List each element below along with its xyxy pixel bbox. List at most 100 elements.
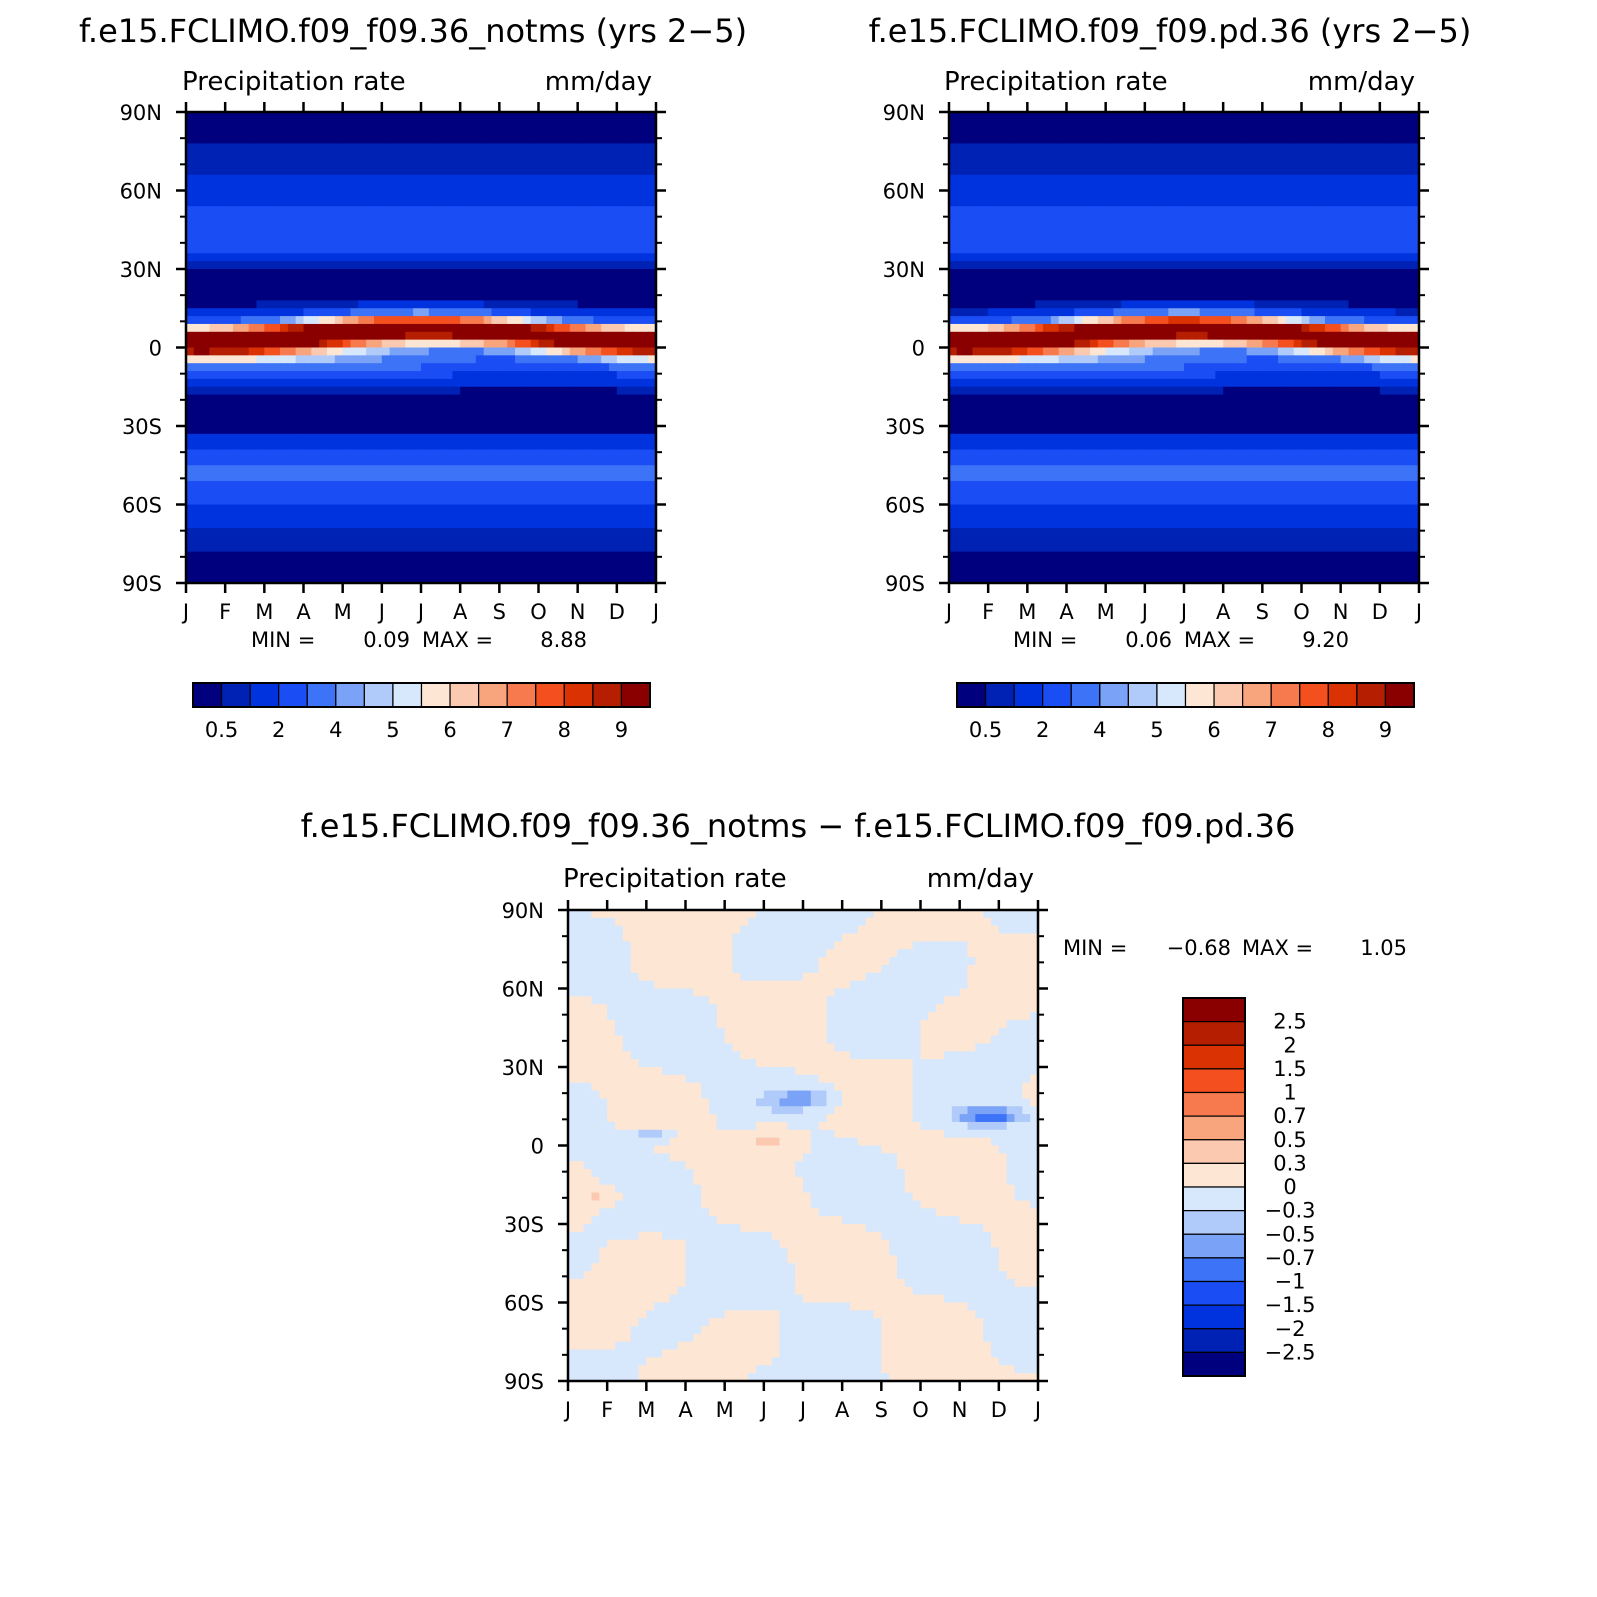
colorbar-swatch: [363, 682, 394, 708]
colorbar-label: 9: [1379, 718, 1392, 742]
colorbar-label: 2: [1036, 718, 1049, 742]
colorbar-label: 9: [615, 718, 628, 742]
panel-notms: f.e15.FCLIMO.f09_f09.36_notms (yrs 2−5) …: [79, 12, 747, 742]
y-tick-label: 60S: [504, 1292, 544, 1316]
colorbar-label: 0.5: [1273, 1128, 1306, 1152]
x-tick-label: F: [982, 600, 994, 624]
colorbar-label: −2.5: [1265, 1340, 1316, 1364]
y-tick-label: 90S: [885, 572, 925, 596]
x-tick-label: A: [835, 1398, 850, 1422]
x-tick-label: J: [944, 600, 952, 624]
max-value: 8.88: [540, 628, 587, 652]
x-tick-label: J: [798, 1398, 806, 1422]
y-tick-label: 90N: [502, 899, 544, 923]
x-tick-label: M: [637, 1398, 655, 1422]
colorbar-swatch: [1182, 997, 1246, 1023]
x-tick-label: F: [601, 1398, 613, 1422]
y-tick-label: 60N: [502, 978, 544, 1002]
colorbar-label: −0.3: [1265, 1199, 1316, 1223]
colorbar-swatch: [278, 682, 308, 708]
y-tick-label: 90N: [883, 101, 925, 125]
x-tick-label: M: [1018, 600, 1036, 624]
x-tick-label: A: [453, 600, 468, 624]
colorbar-swatch: [1182, 1304, 1246, 1330]
colorbar-label: 6: [443, 718, 456, 742]
colorbar-swatch: [620, 682, 651, 708]
left-label: Precipitation rate: [182, 67, 406, 97]
colorbar-swatch: [1182, 1351, 1246, 1377]
y-tick-label: 60N: [883, 180, 925, 204]
min-label: MIN =: [251, 628, 315, 652]
x-tick-label: O: [530, 600, 547, 624]
y-tick-label: 90S: [122, 572, 162, 596]
colorbar-label: 2: [272, 718, 285, 742]
colorbar-swatch: [506, 682, 537, 708]
colorbar-label: 0.5: [969, 718, 1002, 742]
y-tick-label: 0: [149, 337, 162, 361]
colorbar-swatch: [1356, 682, 1387, 708]
x-tick-label: S: [493, 600, 506, 624]
colorbar-label: 0.7: [1273, 1104, 1306, 1128]
x-tick-label: M: [334, 600, 352, 624]
panel-title: f.e15.FCLIMO.f09_f09.pd.36 (yrs 2−5): [869, 12, 1472, 50]
x-tick-label: J: [1140, 600, 1148, 624]
colorbar-label: 5: [386, 718, 399, 742]
plot-area: [568, 910, 1038, 1381]
colorbar-swatch: [592, 682, 623, 708]
colorbar-swatch: [1042, 682, 1072, 708]
colorbar-label: 5: [1150, 718, 1163, 742]
colorbar-label: 0.3: [1273, 1151, 1306, 1175]
colorbar-swatch: [1327, 682, 1358, 708]
x-tick-label: J: [759, 1398, 767, 1422]
y-tick-label: 30N: [120, 258, 162, 282]
colorbar-swatch: [1182, 1257, 1246, 1283]
x-tick-label: J: [377, 600, 385, 624]
y-tick-label: 90N: [120, 101, 162, 125]
x-tick-label: M: [1097, 600, 1115, 624]
x-tick-label: J: [563, 1398, 571, 1422]
y-tick-label: 60S: [122, 494, 162, 518]
colorbar-swatch: [1070, 682, 1101, 708]
y-tick-label: 30S: [885, 415, 925, 439]
colorbar: 2.521.510.70.50.30−0.3−0.5−0.7−1−1.5−2−2…: [1182, 997, 1316, 1377]
x-tick-label: J: [1414, 600, 1422, 624]
right-label: mm/day: [545, 67, 652, 97]
y-tick-label: 30N: [502, 1056, 544, 1080]
colorbar-label: 0: [1283, 1175, 1296, 1199]
x-tick-label: F: [219, 600, 231, 624]
colorbar-swatch: [1182, 1162, 1246, 1188]
colorbar-label: −0.5: [1265, 1222, 1316, 1246]
min-value: 0.09: [363, 628, 410, 652]
max-label: MAX =: [1242, 936, 1313, 960]
colorbar-label: −2: [1275, 1317, 1306, 1341]
colorbar-swatch: [1182, 1186, 1246, 1212]
panel-pd: f.e15.FCLIMO.f09_f09.pd.36 (yrs 2−5) Pre…: [869, 12, 1472, 742]
colorbar-label: 1.5: [1273, 1057, 1306, 1081]
colorbar-swatch: [220, 682, 251, 708]
colorbar-swatch: [1182, 1091, 1246, 1117]
colorbar-swatch: [1384, 682, 1415, 708]
colorbar-swatch: [1156, 682, 1187, 708]
min-label: MIN =: [1013, 628, 1077, 652]
colorbar-label: −1.5: [1265, 1293, 1316, 1317]
x-tick-label: D: [1372, 600, 1388, 624]
colorbar-swatch: [1213, 682, 1244, 708]
colorbar-label: 2.5: [1273, 1010, 1306, 1034]
colorbar-swatch: [1182, 1139, 1246, 1164]
x-tick-label: A: [678, 1398, 693, 1422]
colorbar: 0.5 2 4 5 6 7 8 9: [192, 682, 651, 742]
colorbar-label: −0.7: [1265, 1246, 1316, 1270]
x-tick-label: N: [1333, 600, 1349, 624]
colorbar-label: 0.5: [205, 718, 238, 742]
colorbar-swatch: [1242, 682, 1272, 708]
y-tick-label: 0: [912, 337, 925, 361]
x-tick-label: O: [1293, 600, 1310, 624]
x-tick-label: D: [609, 600, 625, 624]
colorbar-label: 8: [558, 718, 571, 742]
colorbar-swatch: [1184, 682, 1215, 708]
colorbar-label: 1: [1283, 1081, 1296, 1105]
colorbar-label: 7: [501, 718, 514, 742]
colorbar-swatch: [478, 682, 508, 708]
left-label: Precipitation rate: [563, 864, 787, 894]
